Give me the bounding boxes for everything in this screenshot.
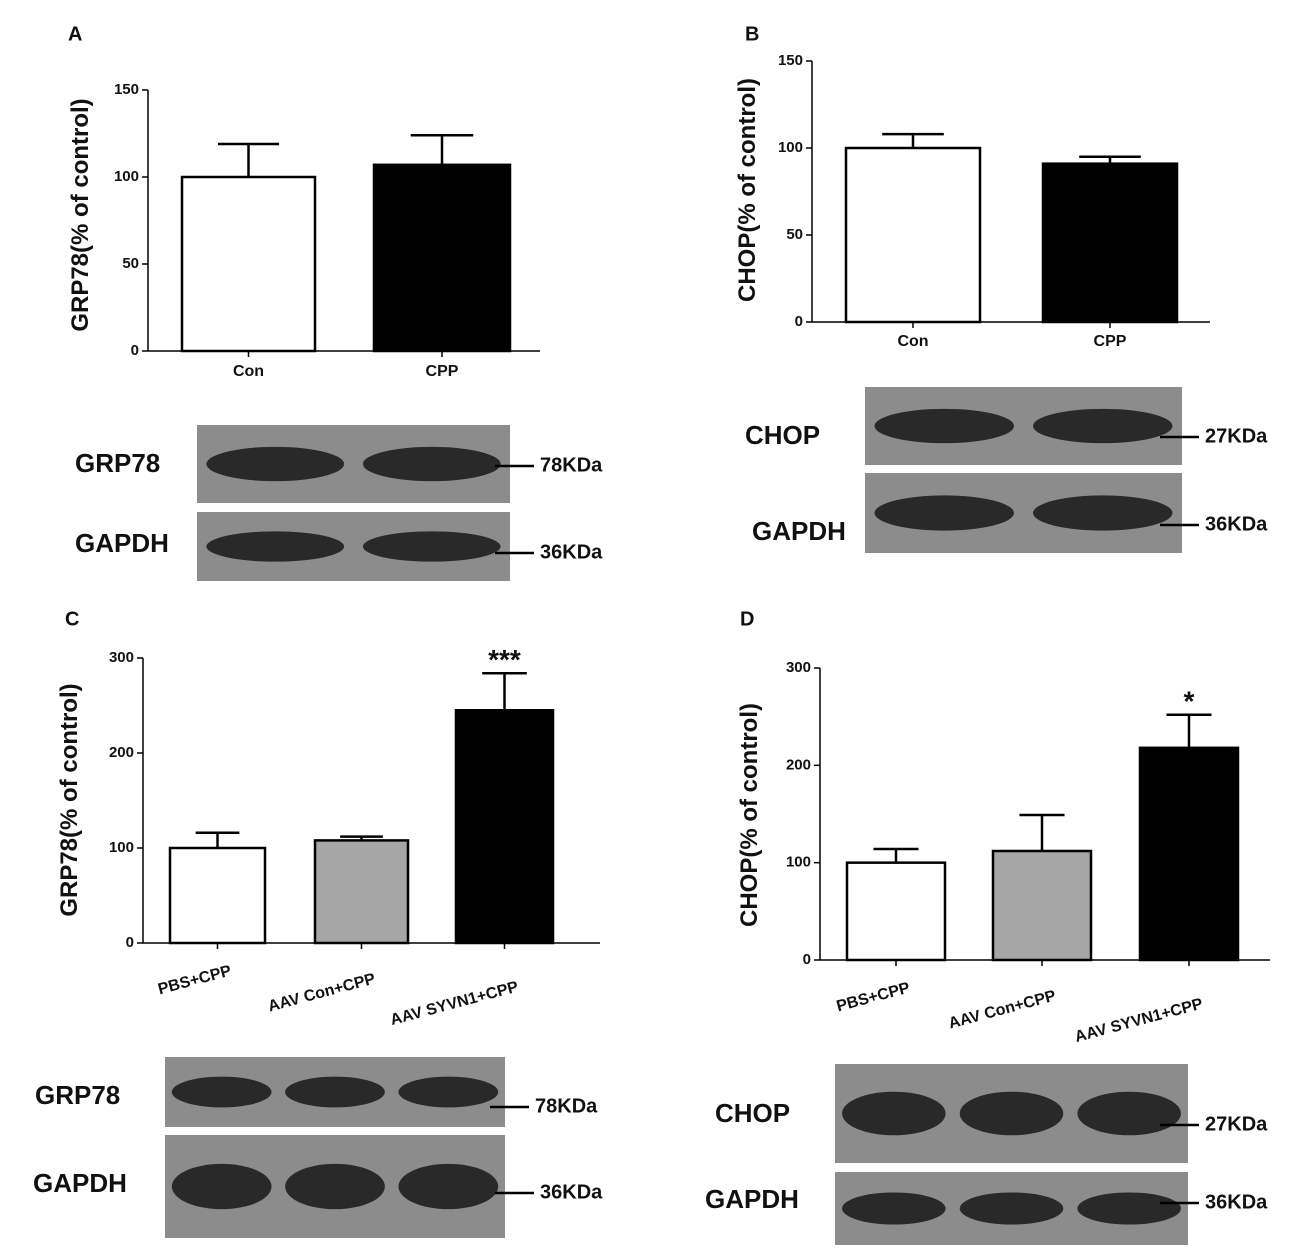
blot-band (285, 1163, 385, 1210)
y-axis-label: CHOP(% of control) (736, 703, 763, 927)
y-tick-label: 200 (786, 756, 811, 773)
significance: * (1184, 686, 1195, 717)
x-tick-label: AAV Con+CPP (266, 970, 377, 1015)
blot-label: GAPDH (705, 1184, 799, 1214)
blot-band (1033, 495, 1173, 531)
blot-band (842, 1192, 946, 1225)
y-tick-label: 100 (778, 139, 803, 156)
x-tick-label: AAV SYVN1+CPP (389, 978, 521, 1029)
blot-label: GRP78 (35, 1080, 120, 1110)
panel-label: B (745, 23, 759, 45)
y-tick-label: 150 (114, 81, 139, 98)
panel-label: A (68, 23, 82, 45)
blot-label: CHOP (715, 1098, 790, 1128)
blot-band (206, 446, 345, 482)
blot-band (171, 1163, 272, 1210)
y-tick-label: 300 (109, 649, 134, 666)
blot-band (362, 531, 501, 562)
y-tick-label: 100 (109, 839, 134, 856)
y-axis-label: GRP78(% of control) (56, 683, 83, 916)
x-tick-label: PBS+CPP (156, 962, 233, 998)
marker-size: 36KDa (540, 1181, 603, 1203)
blot-band (206, 531, 345, 562)
blot-label: GAPDH (752, 516, 846, 546)
bar (454, 709, 555, 945)
blot-label: CHOP (745, 420, 820, 450)
bar (991, 849, 1093, 962)
y-tick-label: 0 (795, 313, 803, 330)
y-tick-label: 50 (122, 255, 139, 272)
bar (180, 175, 317, 353)
y-tick-label: 150 (778, 52, 803, 69)
blot-band (285, 1076, 385, 1108)
blot-label: GAPDH (33, 1168, 127, 1198)
blot-band (842, 1091, 946, 1136)
x-tick-label: CPP (426, 363, 459, 380)
x-tick-label: CPP (1094, 333, 1127, 350)
significance: *** (488, 644, 521, 675)
bar (845, 861, 947, 962)
y-tick-label: 0 (131, 342, 139, 359)
panel-label: C (65, 608, 79, 630)
marker-size: 78KDa (535, 1095, 598, 1117)
y-tick-label: 100 (114, 168, 139, 185)
marker-size: 36KDa (540, 541, 603, 563)
blot-label: GRP78 (75, 448, 160, 478)
bar (1138, 746, 1240, 962)
bar (844, 146, 982, 324)
bar (168, 846, 267, 945)
marker-size: 36KDa (1205, 513, 1268, 535)
blot-band (362, 446, 501, 482)
blot-band (874, 408, 1014, 444)
bar (313, 839, 410, 945)
marker-size: 36KDa (1205, 1191, 1268, 1213)
marker-size: 27KDa (1205, 1113, 1268, 1135)
x-tick-label: PBS+CPP (835, 979, 912, 1015)
blot-band (874, 495, 1014, 531)
blot-label: GAPDH (75, 528, 169, 558)
blot-band (171, 1076, 272, 1108)
blot-band (398, 1076, 499, 1108)
x-tick-label: AAV Con+CPP (947, 987, 1058, 1032)
y-tick-label: 50 (786, 226, 803, 243)
blot-band (1077, 1091, 1181, 1136)
y-tick-label: 100 (786, 854, 811, 871)
x-tick-label: AAV SYVN1+CPP (1073, 995, 1205, 1046)
y-tick-label: 0 (126, 934, 134, 951)
y-tick-label: 300 (786, 659, 811, 676)
blot-band (1033, 408, 1173, 444)
marker-size: 78KDa (540, 454, 603, 476)
blot-band (959, 1192, 1064, 1225)
blot-band (959, 1091, 1064, 1136)
bar (372, 163, 512, 353)
panel-label: D (740, 608, 754, 630)
bar (1041, 162, 1179, 324)
y-tick-label: 0 (803, 951, 811, 968)
x-tick-label: Con (233, 363, 264, 380)
marker-size: 27KDa (1205, 425, 1268, 447)
blot-band (398, 1163, 499, 1210)
y-axis-label: GRP78(% of control) (67, 98, 94, 331)
y-axis-label: CHOP(% of control) (734, 78, 761, 302)
y-tick-label: 200 (109, 744, 134, 761)
blot-band (1077, 1192, 1181, 1225)
x-tick-label: Con (897, 333, 928, 350)
